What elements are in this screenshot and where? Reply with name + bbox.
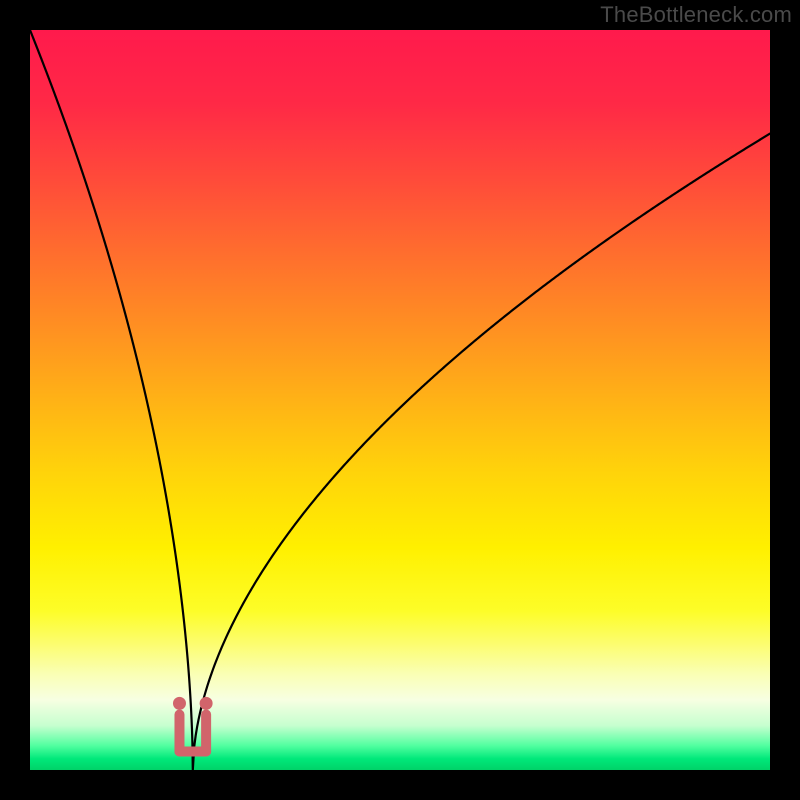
- plot-gradient-background: [30, 30, 770, 770]
- marker-lobe-dot: [200, 697, 213, 710]
- chart-container: TheBottleneck.com: [0, 0, 800, 800]
- bottleneck-plot: [0, 0, 800, 800]
- marker-lobe-dot: [173, 697, 186, 710]
